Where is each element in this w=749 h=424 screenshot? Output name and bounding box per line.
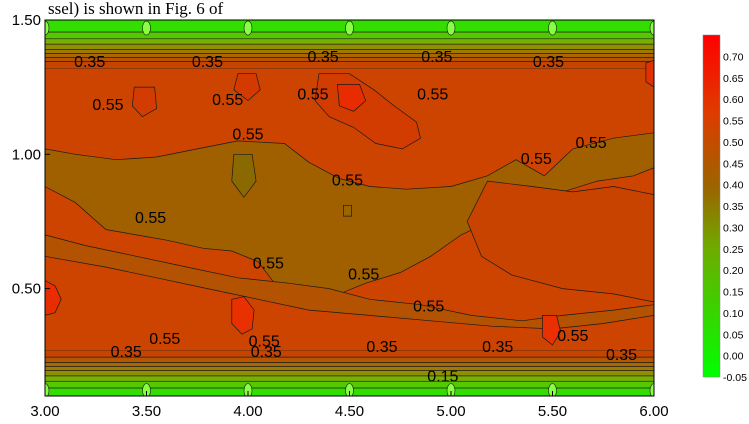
peak-right-top xyxy=(645,59,654,88)
colorbar-tick-label: 0.00 xyxy=(723,351,744,363)
contour-band xyxy=(45,375,654,382)
contour-label: 0.55 xyxy=(212,92,243,109)
contour-band xyxy=(45,38,654,45)
contour-label: 0.35 xyxy=(111,344,142,361)
colorbar-tick-label: 0.60 xyxy=(723,94,744,106)
x-tick-label: 3.50 xyxy=(132,403,161,420)
colorbar-tick-label: 0.40 xyxy=(723,180,744,192)
peak-5-50 xyxy=(542,315,561,346)
contour-label: 0.35 xyxy=(74,54,105,71)
contour-label: 0.35 xyxy=(366,339,397,356)
edge-dot xyxy=(142,20,151,36)
edge-dot xyxy=(142,383,151,396)
peak-4-50-core xyxy=(336,84,367,112)
x-axis: 3.00 3.50 4.00 4.50 5.00 5.50 6.00 xyxy=(30,391,669,420)
x-tick-label: 6.00 xyxy=(639,403,668,420)
contour-label: 0.55 xyxy=(253,256,284,273)
contour-band xyxy=(45,370,654,377)
edge-dot xyxy=(45,20,50,36)
contour-label: 0.55 xyxy=(557,328,588,345)
x-tick-label: 4.50 xyxy=(335,403,364,420)
colorbar-ticks: 0.70 0.65 0.60 0.55 0.50 0.45 0.40 0.35 0.30 0.25… xyxy=(723,51,747,384)
colorbar-gradient xyxy=(702,34,721,378)
colorbar-tick-label: 0.45 xyxy=(723,158,744,170)
contour-label: 0.55 xyxy=(575,135,606,152)
trough-4-00 xyxy=(231,153,257,198)
edge-dot xyxy=(548,383,557,396)
x-tick-label: 4.00 xyxy=(233,403,262,420)
colorbar-tick-label: 0.65 xyxy=(723,73,744,85)
contour-blobs xyxy=(45,59,654,346)
contour-label: 0.55 xyxy=(417,86,448,103)
peak-4-00 xyxy=(231,296,255,335)
contour-label: 0.55 xyxy=(249,334,280,351)
trough-4-50 xyxy=(343,204,352,217)
peak-left xyxy=(45,280,62,316)
contour-label: 0.15 xyxy=(427,368,458,385)
contour-band xyxy=(45,43,654,50)
colorbar-tick-label: 0.55 xyxy=(723,116,744,128)
colorbar-tick-label: 0.30 xyxy=(723,222,744,234)
contour-label: 0.55 xyxy=(348,266,379,283)
colorbar-tick-label: 0.70 xyxy=(723,51,744,63)
colorbar-tick-label: 0.50 xyxy=(723,137,744,149)
contour-band xyxy=(45,362,654,367)
lower-mid-region xyxy=(45,234,654,330)
x-tick-label: 3.00 xyxy=(30,403,59,420)
contour-label: 0.55 xyxy=(332,172,363,189)
colorbar-tick-label: 0.10 xyxy=(723,308,744,320)
y-axis: 1.50 1.00 0.50 xyxy=(12,12,50,298)
edge-dot xyxy=(446,383,456,396)
right-mid-region xyxy=(466,180,654,303)
contour-label: 0.55 xyxy=(92,97,123,114)
top-caption-fragment: ssel) is shown in Fig. 6 of xyxy=(48,0,224,18)
edge-dot xyxy=(649,383,654,396)
x-tick-label: 5.50 xyxy=(538,403,567,420)
edge-dot xyxy=(45,383,50,396)
edge-dot xyxy=(243,383,253,396)
contour-label: 0.35 xyxy=(482,339,513,356)
edge-dot xyxy=(345,383,354,396)
peak-4-00-top xyxy=(233,73,261,102)
contour-label: 0.35 xyxy=(533,54,564,71)
contour-label: 0.35 xyxy=(606,347,637,364)
colorbar-tick-label: 0.15 xyxy=(723,287,744,299)
colorbar-tick-label: 0.25 xyxy=(723,244,744,256)
peak-3-50 xyxy=(131,86,157,118)
y-tick-label: 1.00 xyxy=(12,146,41,163)
contour-label: 0.55 xyxy=(135,210,166,227)
y-tick-label: 0.50 xyxy=(12,281,41,298)
colorbar: 0.70 0.65 0.60 0.55 0.50 0.45 0.40 0.35 0.30 0.25… xyxy=(702,34,747,384)
colorbar-tick-label: -0.05 xyxy=(723,372,747,384)
contour-label: 0.35 xyxy=(192,54,223,71)
edge-dot xyxy=(345,20,354,36)
contour-label: 0.55 xyxy=(521,151,552,168)
colorbar-tick-label: 0.20 xyxy=(723,265,744,277)
edge-dot xyxy=(243,20,253,36)
contour-label: 0.55 xyxy=(413,299,444,316)
edge-dot xyxy=(548,20,557,36)
edge-dot xyxy=(649,20,654,36)
contour-labels: 0.35 0.35 0.35 0.35 0.350.55 0.55 0.55 0.550.55… xyxy=(74,49,637,386)
contour-label: 0.35 xyxy=(421,49,452,66)
y-tick-label: 1.50 xyxy=(12,12,41,29)
contour-label: 0.35 xyxy=(251,344,282,361)
colorbar-tick-label: 0.35 xyxy=(723,201,744,213)
x-tick-label: 5.00 xyxy=(436,403,465,420)
contour-label: 0.55 xyxy=(297,86,328,103)
contour-band xyxy=(45,366,654,371)
contour-label: 0.55 xyxy=(149,331,180,348)
contour-label: 0.35 xyxy=(308,49,339,66)
contour-band xyxy=(45,49,654,54)
edge-dots xyxy=(45,20,654,396)
contour-label: 0.55 xyxy=(232,127,263,144)
colorbar-tick-label: 0.05 xyxy=(723,329,744,341)
edge-dot xyxy=(446,20,456,36)
